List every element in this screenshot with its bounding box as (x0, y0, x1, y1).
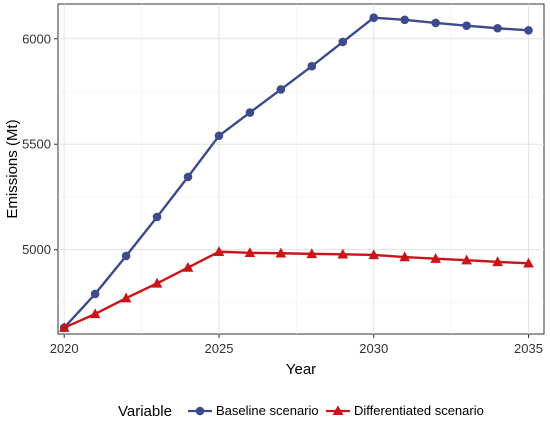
data-point (430, 253, 441, 263)
data-point (338, 37, 348, 47)
data-point (183, 172, 193, 182)
series-line (63, 16, 529, 329)
x-axis-ticks: 2020 2025 2030 2035 (50, 334, 543, 356)
data-point (152, 212, 162, 222)
data-point (461, 254, 472, 265)
data-point (369, 13, 379, 23)
data-point (89, 308, 101, 319)
y-axis-title: Emissions (Mt) (4, 119, 21, 218)
data-point (276, 85, 286, 94)
data-point (245, 108, 255, 117)
data-point (523, 257, 534, 268)
data-point (90, 289, 100, 299)
data-point (462, 21, 471, 31)
data-point (399, 251, 411, 262)
data-point (244, 247, 256, 258)
data-point (182, 261, 194, 272)
legend-entry-baseline: Baseline scenario (188, 403, 319, 418)
data-point (214, 131, 224, 141)
series-line (63, 250, 529, 329)
data-point (121, 251, 131, 261)
y-axis-ticks: 5000 5500 6000 (22, 31, 58, 257)
legend: Variable Baseline scenario Differentiate… (118, 403, 484, 420)
legend-key-differentiated-marker (332, 405, 344, 415)
data-point (307, 61, 317, 71)
data-point (492, 256, 503, 267)
series-differentiated (58, 246, 534, 332)
legend-label-differentiated: Differentiated scenario (354, 403, 484, 418)
x-tick-label: 2030 (359, 341, 388, 356)
data-point (400, 15, 410, 25)
x-tick-label: 2025 (205, 341, 234, 356)
series-layer (58, 13, 534, 332)
data-point (275, 247, 287, 258)
data-point (213, 246, 225, 256)
series-baseline (59, 13, 533, 332)
data-point (306, 248, 318, 259)
data-point (58, 322, 70, 332)
x-tick-label: 2035 (514, 341, 543, 356)
data-point (337, 248, 349, 259)
data-point (431, 18, 440, 28)
data-point (524, 26, 533, 35)
legend-key-baseline-marker (195, 406, 205, 416)
y-tick-label: 5000 (22, 242, 51, 257)
x-tick-label: 2020 (50, 341, 79, 356)
grid-lines (58, 4, 544, 334)
y-tick-label: 6000 (22, 31, 51, 46)
plot-panel (57, 3, 545, 335)
legend-label-baseline: Baseline scenario (216, 403, 319, 418)
data-point (493, 23, 502, 33)
legend-title: Variable (118, 403, 172, 420)
x-axis-title: Year (286, 361, 316, 378)
data-point (151, 277, 163, 288)
y-tick-label: 5500 (22, 137, 51, 152)
data-point (368, 249, 380, 260)
data-point (120, 292, 132, 303)
legend-entry-differentiated: Differentiated scenario (326, 403, 484, 418)
